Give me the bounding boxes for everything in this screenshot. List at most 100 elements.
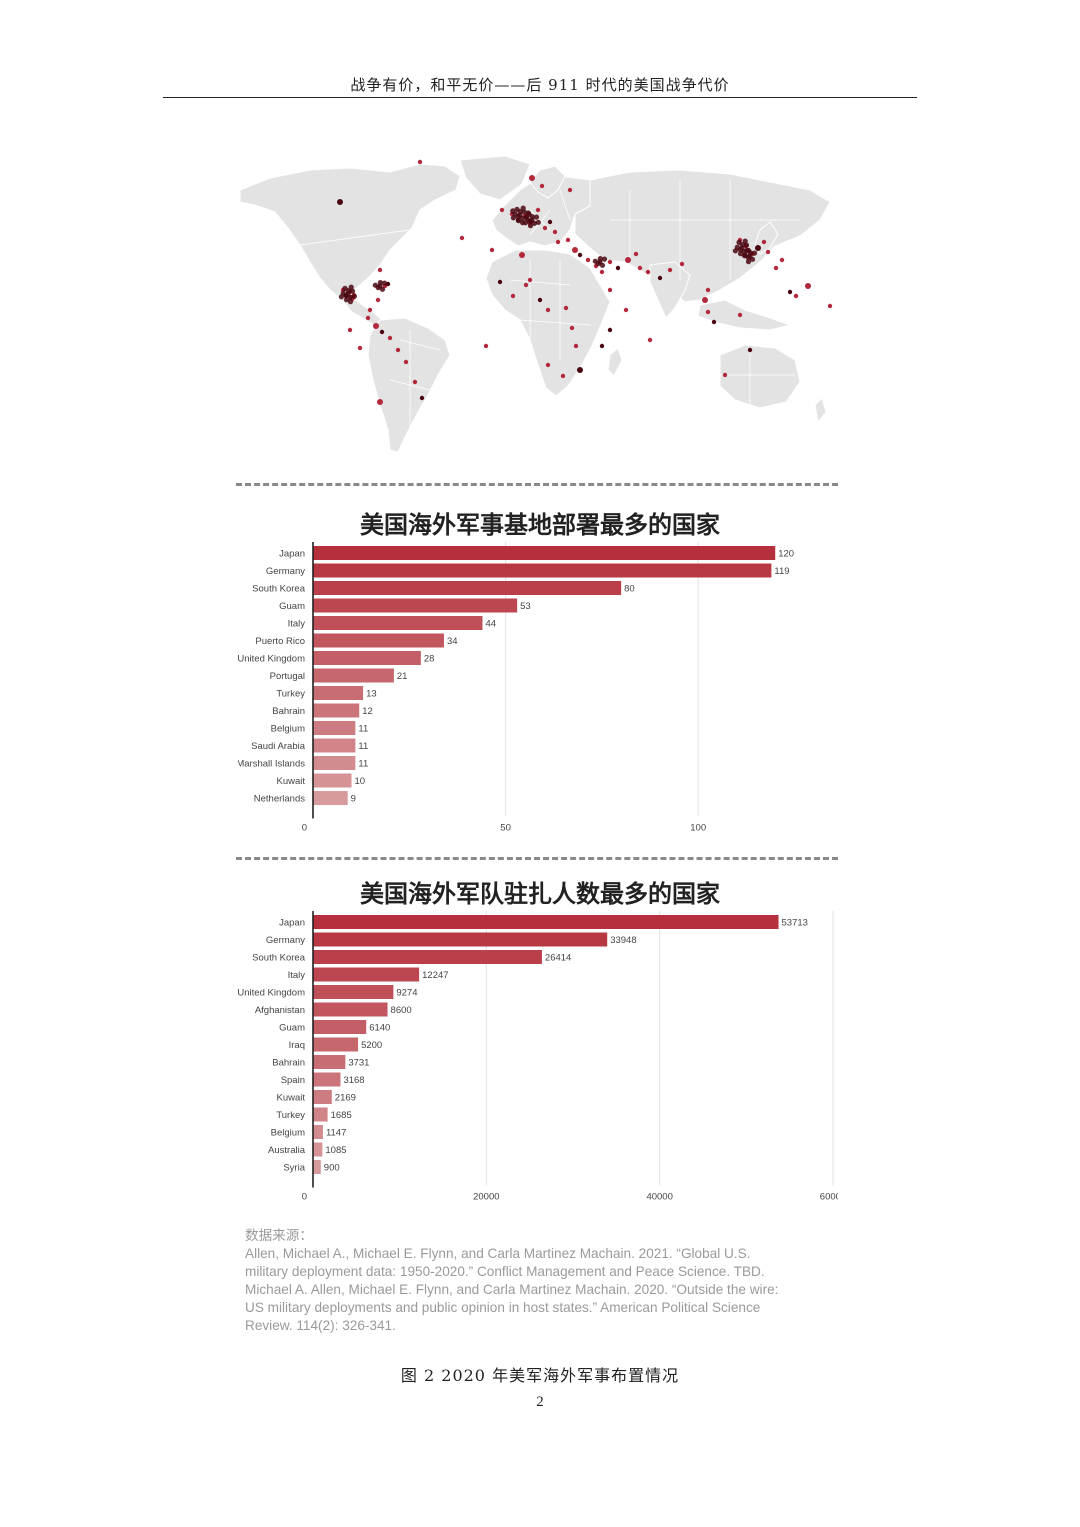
base-marker: [535, 207, 541, 213]
chart1-category-label: Netherlands: [254, 794, 305, 805]
chart1-value-label: 53: [520, 601, 531, 612]
chart1-category-label: Italy: [288, 619, 306, 630]
chart2-title: 美国海外军队驻扎人数最多的国家: [360, 880, 720, 908]
chart1-value-label: 21: [397, 671, 408, 682]
chart2-value-label: 9274: [396, 988, 417, 999]
cluster-marker: [348, 284, 354, 290]
base-marker: [679, 261, 685, 267]
source-line-3: Michael A. Allen, Michael E. Flynn, and …: [245, 1282, 779, 1297]
chart2-value-label: 53713: [782, 918, 808, 929]
base-marker: [412, 379, 418, 385]
cluster-marker: [742, 252, 748, 258]
base-marker: [379, 329, 385, 335]
base-marker: [367, 307, 373, 313]
chart2-bar-kuwait: [313, 1090, 332, 1104]
cluster-marker: [515, 218, 522, 224]
chart2-bar-iraq: [313, 1037, 359, 1052]
cluster-marker: [732, 248, 738, 254]
chart1-category-label: Japan: [279, 549, 305, 560]
base-marker: [577, 367, 583, 373]
base-marker: [459, 235, 465, 241]
figure-caption: 图 2 2020 年美军海外军事布置情况: [400, 1366, 680, 1385]
chart1-category-label: Bahrain: [272, 706, 305, 717]
chart2-category-label: Germany: [266, 935, 305, 946]
chart2-bar-turkey: [313, 1107, 328, 1122]
chart2-bar-guam: [313, 1020, 367, 1034]
chart2-bar-italy: [313, 967, 420, 982]
base-marker: [552, 229, 558, 235]
base-marker: [647, 337, 653, 343]
chart1-value-label: 28: [424, 654, 435, 665]
chart2-bar-australia: [313, 1142, 323, 1157]
cluster-marker: [745, 259, 752, 265]
chart2-value-label: 3168: [343, 1075, 364, 1086]
chart1-value-label: 80: [624, 584, 635, 595]
base-marker: [623, 307, 629, 313]
source-line-4: US military deployments and public opini…: [245, 1300, 761, 1315]
base-marker: [347, 327, 353, 333]
base-marker: [787, 289, 793, 295]
chart2-value-label: 6140: [369, 1023, 390, 1034]
chart2-value-label: 2169: [335, 1093, 356, 1104]
cluster-marker: [599, 262, 606, 268]
chart2-tick-label: 20000: [473, 1192, 499, 1203]
chart2-category-label: Syria: [283, 1163, 305, 1174]
cluster-marker: [535, 219, 541, 225]
chart1-bar-turkey: [313, 686, 364, 700]
source-line-2: military deployment data: 1950-2020.” Co…: [245, 1264, 765, 1279]
base-marker: [539, 183, 545, 189]
cluster-marker: [592, 258, 598, 264]
base-marker: [599, 343, 605, 349]
chart2-value-label: 8600: [391, 1005, 412, 1016]
chart1-value-label: 120: [778, 549, 794, 560]
chart2-svg: Japan 53713 Germany 33948 South Korea 26414 It…: [238, 911, 838, 1203]
cluster-marker: [749, 256, 756, 262]
cluster-marker: [338, 294, 344, 300]
chart2-value-label: 26414: [545, 953, 571, 964]
chart1-category-label: Puerto Rico: [255, 636, 305, 647]
chart1-bar-japan: [313, 546, 776, 560]
cluster-marker: [349, 288, 356, 294]
chart2-category-label: Belgium: [271, 1128, 305, 1139]
land-scandinavia: [529, 165, 566, 199]
base-marker: [419, 395, 425, 401]
cluster-marker: [381, 280, 388, 286]
base-marker: [483, 343, 489, 349]
chart1-bar-united-kingdom: [313, 651, 421, 665]
chart2-category-label: Guam: [279, 1023, 305, 1034]
base-marker: [547, 219, 553, 225]
cluster-marker: [510, 215, 516, 221]
base-marker: [577, 252, 583, 258]
base-marker: [523, 282, 529, 288]
base-marker: [542, 225, 548, 231]
base-marker: [705, 309, 711, 315]
page-header-title: 战争有价，和平无价——后 911 时代的美国战争代价: [350, 76, 730, 94]
chart1-value-label: 11: [358, 759, 368, 770]
chart1-bar-netherlands: [313, 791, 348, 805]
land-africa: [485, 249, 611, 397]
base-marker: [387, 335, 393, 341]
chart1-bar-portugal: [313, 668, 394, 683]
chart1-bar-guam: [313, 598, 518, 613]
chart2-value-label: 1147: [326, 1128, 346, 1139]
base-marker: [567, 187, 573, 193]
base-marker: [545, 362, 551, 368]
chart1-value-label: 13: [366, 689, 377, 700]
base-marker: [793, 293, 799, 299]
base-marker: [529, 175, 535, 181]
chart2-bar-united-kingdom: [313, 985, 394, 999]
cluster-marker: [514, 206, 520, 212]
cluster-marker: [379, 286, 386, 292]
base-marker: [625, 257, 631, 263]
divider-dashed-2: [236, 857, 838, 860]
chart1-value-label: 10: [355, 776, 366, 787]
chart2-value-label: 1685: [331, 1110, 352, 1121]
base-marker: [527, 277, 533, 283]
base-marker: [510, 293, 516, 299]
cluster-marker: [510, 208, 516, 214]
chart1-category-label: Belgium: [271, 724, 305, 735]
base-marker: [377, 267, 383, 273]
base-marker: [373, 323, 379, 329]
chart1-category-label: Turkey: [276, 689, 305, 700]
